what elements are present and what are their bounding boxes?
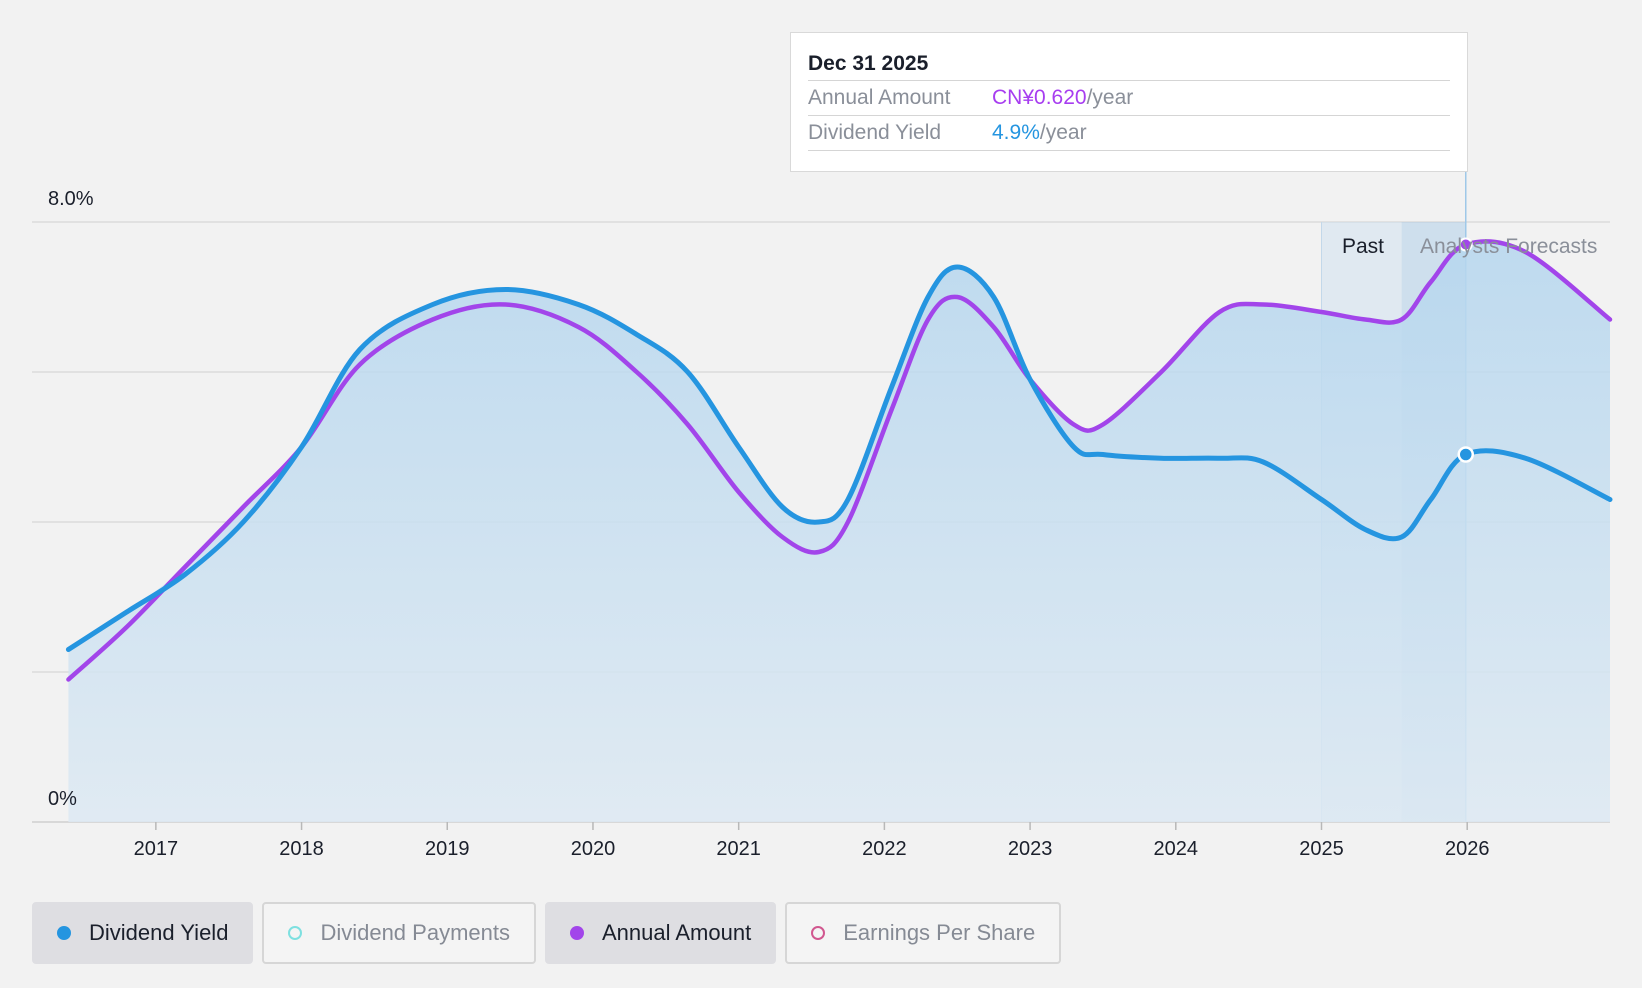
x-tick-label: 2019 [425,838,470,860]
x-tick-label: 2018 [279,838,324,860]
yield-area [68,241,1610,823]
x-tick-label: 2025 [1299,838,1344,860]
legend-label: Annual Amount [601,920,752,945]
legend-annual-amount-button[interactable]: Annual Amount [544,902,777,964]
legend-dividend-payments-button[interactable]: Dividend Payments [262,902,536,964]
x-tick-label: 2017 [134,838,179,860]
tooltip-row-dividend-yield: Dividend Yield 4.9% /year [808,116,1450,151]
legend-earnings-per-share-button[interactable]: Earnings Per Share [785,902,1062,964]
tooltip-value: 4.9% [992,121,1040,144]
earnings-per-share-dot-icon [811,926,826,940]
series-lines [65,239,1613,682]
tooltip-unit: /year [1039,121,1087,144]
dividend-yield-marker [1457,446,1475,463]
tooltip-row-annual-amount: Annual Amount CN¥0.620 /year [808,81,1450,116]
annual-amount-marker [1458,237,1473,252]
x-axis: 2017 2018 2019 2020 2021 2022 2023 2024 2025 2026 [134,822,1490,860]
legend-dividend-yield-button[interactable]: Dividend Yield [32,902,254,964]
tooltip-date: Dec 31 2025 [808,47,1450,81]
legend-label: Dividend Yield [89,920,229,945]
x-tick-label: 2023 [1008,838,1053,860]
annual-amount-dot-icon [569,926,584,940]
tooltip-label: Annual Amount [808,86,951,109]
highlight-markers [1457,237,1475,463]
forecast-label: Analysts Forecasts [1420,235,1597,258]
legend-label: Dividend Payments [320,920,510,945]
legend: Dividend Yield Dividend Payments Annual … [32,902,1062,964]
y-label-bottom: 0% [48,788,77,810]
tooltip-value: CN¥0.620 [992,86,1087,109]
yield-area-fill [68,241,1610,823]
x-tick-label: 2022 [862,838,907,860]
x-tick-label: 2024 [1154,838,1199,860]
dividend-yield-dot-icon [57,926,71,940]
x-tick-label: 2021 [716,838,761,860]
tooltip-unit: /year [1086,86,1134,109]
dividend-yield-line [65,264,1613,652]
tooltip-label: Dividend Yield [808,121,942,144]
annual-amount-line [66,239,1613,682]
past-label: Past [1342,235,1384,258]
y-label-top: 8.0% [48,188,94,210]
tooltip: Dec 31 2025 Annual Amount CN¥0.620 /year… [790,32,1468,172]
x-tick-label: 2026 [1445,838,1490,860]
x-tick-label: 2020 [571,838,616,860]
dividend-payments-dot-icon [288,926,303,940]
legend-label: Earnings Per Share [843,920,1036,945]
